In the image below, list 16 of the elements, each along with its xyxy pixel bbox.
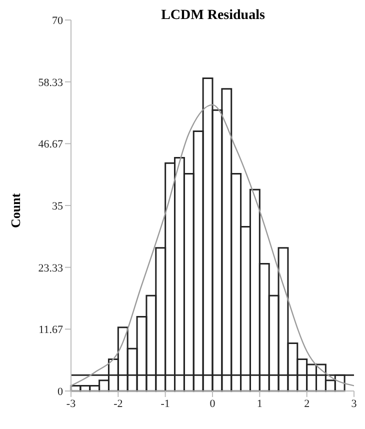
y-tick-label: 70 — [52, 14, 64, 27]
y-tick-label: 11.67 — [38, 324, 64, 336]
y-tick-label: 58.33 — [38, 76, 64, 89]
x-tick-label: -1 — [160, 398, 170, 410]
y-tick-label: 35 — [52, 200, 64, 212]
y-axis-title: Count — [8, 193, 23, 228]
x-tick-label: 3 — [351, 398, 358, 410]
x-tick-label: 2 — [304, 398, 310, 410]
x-tick-label: -2 — [114, 398, 123, 410]
y-tick-label: 46.67 — [38, 138, 64, 151]
x-tick-label: -3 — [66, 398, 76, 410]
x-tick-label: 0 — [210, 398, 216, 410]
chart-title: LCDM Residuals — [160, 8, 266, 24]
x-tick-label: 1 — [256, 398, 262, 410]
y-tick-label: 0 — [58, 386, 64, 398]
y-tick-label: 23.33 — [38, 262, 64, 274]
